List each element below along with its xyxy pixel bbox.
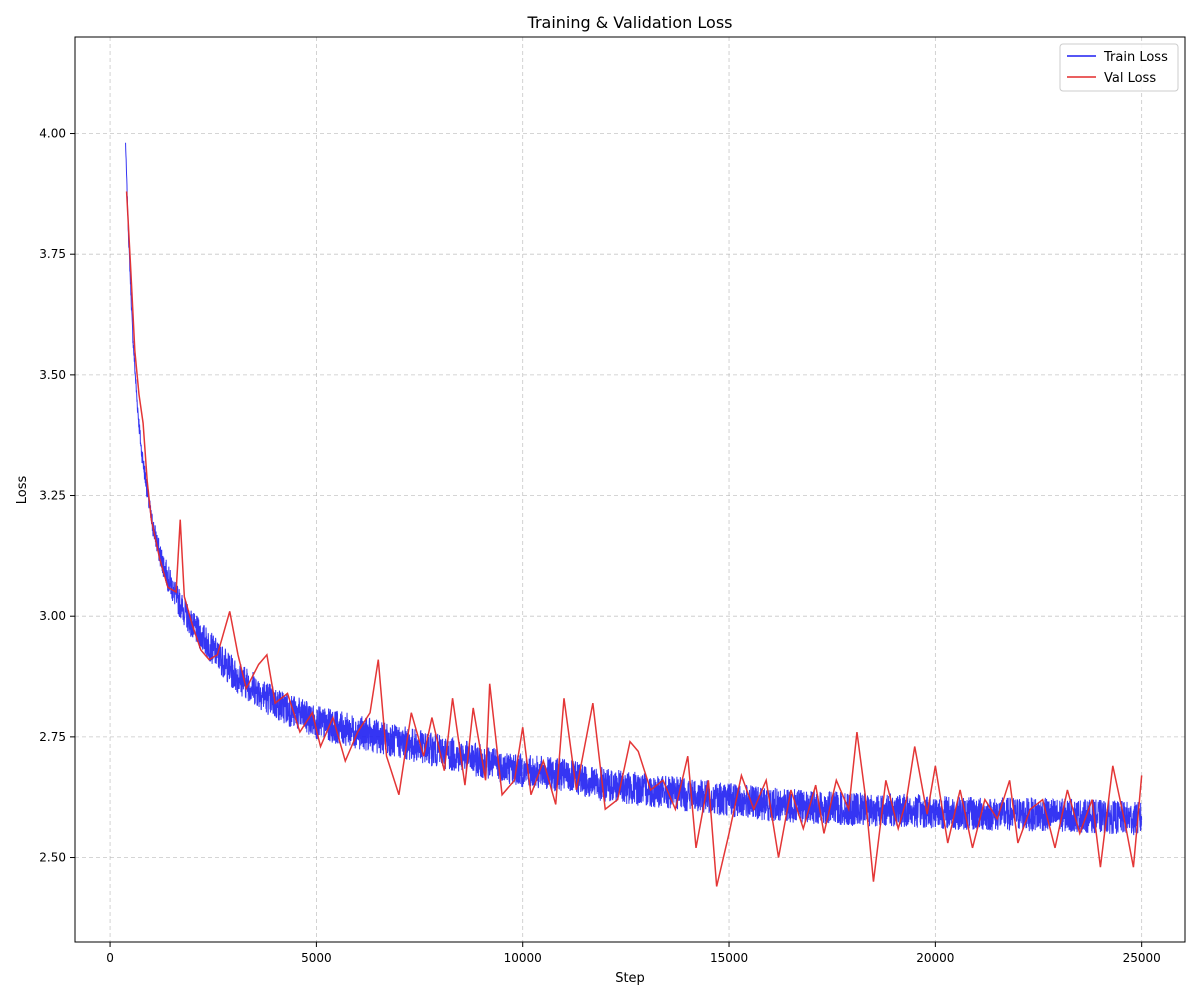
y-axis-label: Loss bbox=[15, 476, 30, 505]
x-tick-label: 10000 bbox=[504, 951, 542, 965]
x-tick-label: 15000 bbox=[710, 951, 748, 965]
legend-train-label: Train Loss bbox=[1103, 50, 1168, 65]
val-loss-line bbox=[125, 191, 1143, 887]
x-tick-label: 20000 bbox=[916, 951, 954, 965]
y-tick-label: 3.75 bbox=[39, 247, 66, 261]
x-tick-label: 0 bbox=[106, 951, 114, 965]
x-tick-label: 5000 bbox=[301, 951, 332, 965]
legend: Train Loss Val Loss bbox=[1059, 43, 1179, 92]
plot-layer bbox=[125, 142, 1143, 887]
legend-val-label: Val Loss bbox=[1104, 71, 1156, 86]
y-tick-label: 2.75 bbox=[39, 730, 66, 744]
x-axis-label: Step bbox=[615, 971, 645, 986]
grid-layer bbox=[75, 37, 1185, 942]
tick-layer: 0 5000 10000 15000 20000 25000 2.50 2.75 3.00 3.2… bbox=[39, 127, 1160, 965]
y-tick-label: 3.50 bbox=[39, 368, 66, 382]
plot-frame bbox=[74, 36, 1186, 943]
train-loss-line bbox=[125, 142, 1143, 836]
x-tick-label: 25000 bbox=[1123, 951, 1161, 965]
y-tick-label: 4.00 bbox=[39, 127, 66, 141]
y-tick-label: 3.25 bbox=[39, 489, 66, 503]
y-tick-label: 2.50 bbox=[39, 851, 66, 865]
y-tick-label: 3.00 bbox=[39, 609, 66, 623]
chart-title: Training & Validation Loss bbox=[527, 13, 733, 32]
